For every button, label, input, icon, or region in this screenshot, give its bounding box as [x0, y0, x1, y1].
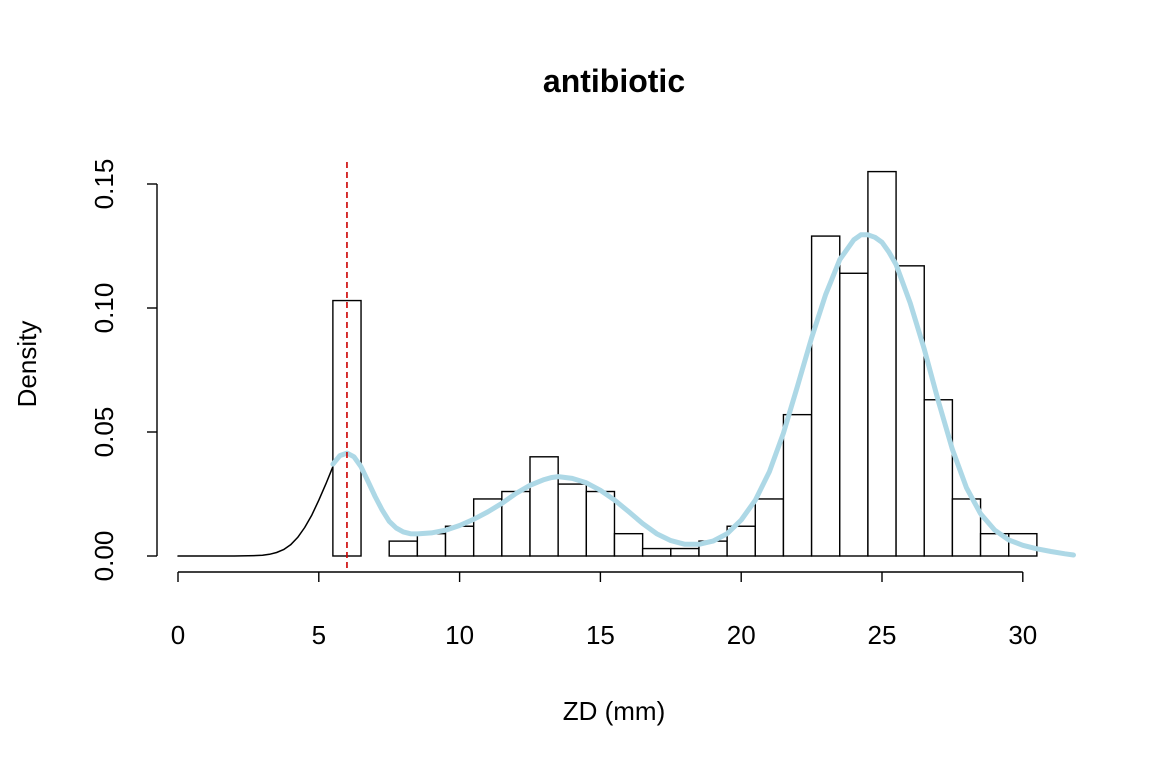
x-tick-label-2: 10: [445, 620, 474, 650]
histogram-bar-18: [839, 272, 869, 557]
density-line-1: [330, 232, 1076, 558]
histogram-bar-12: [670, 547, 700, 557]
histogram-bar-17: [810, 235, 841, 557]
x-tick-label-4: 20: [727, 620, 756, 650]
histogram-bar-19: [867, 170, 897, 557]
histogram-bar-7: [529, 456, 559, 557]
x-tick-label-0: 0: [171, 620, 185, 650]
y-tick-label-1: 0.05: [89, 407, 119, 458]
density-curves: [177, 232, 1076, 558]
histogram-bar-9: [585, 490, 616, 557]
chart-title: antibiotic: [543, 63, 685, 99]
histogram-bars: [332, 170, 1038, 557]
x-axis: 0 5 10 15 20 25 30: [171, 571, 1037, 650]
histogram-bar-8: [557, 483, 588, 557]
histogram-bar-10: [613, 532, 644, 557]
histogram-bar-21: [923, 399, 954, 557]
histogram-bar-2: [388, 540, 419, 557]
histogram-bar-15: [754, 498, 785, 557]
y-tick-label-0: 0.00: [89, 531, 119, 582]
y-tick-label-3: 0.15: [89, 159, 119, 210]
density-line-0: [177, 465, 334, 557]
y-axis: 0.00 0.05 0.10 0.15: [89, 159, 158, 582]
x-tick-label-6: 30: [1008, 620, 1037, 650]
x-axis-label: ZD (mm): [563, 696, 666, 726]
histogram-bar-16: [782, 413, 813, 557]
histogram-bar-3: [416, 532, 447, 557]
y-axis-label: Density: [12, 321, 42, 408]
y-tick-label-2: 0.10: [89, 283, 119, 334]
histogram-bar-11: [641, 547, 672, 557]
x-tick-label-5: 25: [868, 620, 897, 650]
histogram-bar-20: [895, 265, 925, 557]
x-tick-label-3: 15: [586, 620, 615, 650]
x-tick-label-1: 5: [312, 620, 326, 650]
